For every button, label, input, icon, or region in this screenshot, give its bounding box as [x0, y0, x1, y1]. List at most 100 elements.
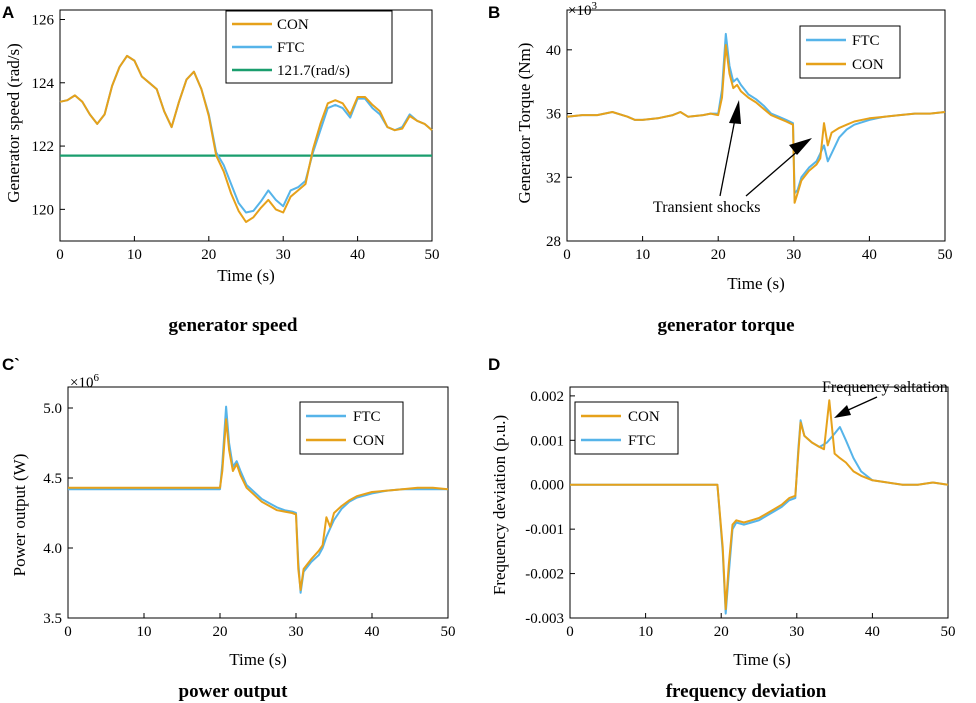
- annotation-transient-shocks: Transient shocks: [653, 199, 760, 216]
- y-tick-label: 124: [32, 76, 55, 92]
- annotation-frequency-saltation: Frequency saltation: [822, 379, 948, 396]
- panel-b-caption: generator torque: [657, 315, 794, 336]
- multiplier-base: ×10: [70, 375, 93, 391]
- panel-b-xlabel: Time (s): [727, 274, 784, 293]
- panel-c-xlabel: Time (s): [229, 650, 286, 669]
- plot-frame: [59, 9, 433, 242]
- y-tick-label: -0.002: [525, 567, 564, 583]
- x-tick-label: 0: [566, 624, 574, 640]
- x-tick-label: 10: [127, 247, 142, 263]
- panel-b-ylabel: Generator Torque (Nm): [515, 43, 534, 204]
- y-tick-label: -0.003: [525, 611, 564, 627]
- y-tick-label: 0.002: [530, 389, 564, 405]
- y-tick-label: 0.001: [530, 433, 564, 449]
- x-tick-label: 30: [789, 624, 804, 640]
- legend-label-ftc: FTC: [852, 33, 880, 49]
- x-tick-label: 40: [865, 624, 880, 640]
- x-tick-label: 50: [941, 624, 956, 640]
- panel-a-legend: CON FTC 121.7(rad/s): [225, 10, 393, 84]
- legend-label-reference: 121.7(rad/s): [277, 63, 350, 79]
- x-tick-label: 50: [441, 624, 456, 640]
- panel-b: B ×103 generator torque Time (s) Generat…: [488, 0, 953, 336]
- panel-b-legend: FTC CON: [799, 25, 901, 79]
- panel-d-caption: frequency deviation: [666, 681, 827, 702]
- panel-c: C` ×106 power output Time (s) Power outp…: [2, 355, 456, 702]
- x-tick-label: 0: [64, 624, 72, 640]
- y-tick-label: 32: [546, 170, 561, 186]
- annotation-arrow-2: [745, 149, 800, 197]
- legend-box: [299, 401, 404, 455]
- annotation-arrowhead: [834, 405, 851, 418]
- y-tick-label: -0.001: [525, 522, 564, 538]
- series-line-con: [570, 399, 949, 611]
- panel-c-caption: power output: [179, 681, 289, 702]
- x-tick-label: 10: [137, 624, 152, 640]
- panel-c-legend: FTC CON: [299, 401, 404, 455]
- panel-b-annotation: Transient shocks: [653, 100, 812, 216]
- legend-box: [799, 25, 901, 79]
- legend-label-ftc: FTC: [628, 433, 656, 449]
- panel-c-ylabel: Power output (W): [10, 454, 29, 577]
- panel-d-ylabel: Frequency deviation (p.u.): [490, 415, 509, 595]
- y-tick-label: 5.0: [43, 401, 62, 417]
- panel-a-xlabel: Time (s): [217, 266, 274, 285]
- legend-label-con: CON: [852, 57, 884, 73]
- panel-d-letter: D: [488, 355, 500, 374]
- panel-d-annotation: Frequency saltation: [822, 379, 948, 418]
- x-tick-label: 10: [635, 247, 650, 263]
- panel-c-multiplier: ×106: [70, 372, 99, 391]
- series-line-con: [566, 44, 946, 204]
- annotation-arrowhead-1: [729, 100, 741, 124]
- plot-frame: [566, 9, 946, 242]
- panel-b-multiplier: ×103: [568, 0, 597, 19]
- y-tick-label: 0.000: [530, 478, 564, 494]
- x-tick-label: 50: [425, 247, 440, 263]
- x-tick-label: 20: [711, 247, 726, 263]
- y-tick-label: 120: [32, 202, 55, 218]
- multiplier-base: ×10: [568, 3, 591, 19]
- x-tick-label: 20: [201, 247, 216, 263]
- panel-a: A generator speed Time (s) Generator spe…: [2, 3, 440, 336]
- panel-a-letter: A: [2, 3, 14, 22]
- y-tick-label: 40: [546, 43, 561, 59]
- x-tick-label: 40: [365, 624, 380, 640]
- x-tick-label: 30: [276, 247, 291, 263]
- legend-label-con: CON: [277, 17, 309, 33]
- plot-frame: [569, 386, 949, 619]
- panel-a-caption: generator speed: [169, 315, 298, 336]
- y-tick-label: 4.0: [43, 541, 62, 557]
- legend-label-con: CON: [353, 433, 385, 449]
- x-tick-label: 0: [56, 247, 64, 263]
- series-line-ftc: [68, 405, 448, 594]
- legend-label-ftc: FTC: [277, 40, 305, 56]
- multiplier-exponent: 3: [591, 0, 597, 12]
- y-tick-label: 36: [546, 107, 562, 123]
- series-line-con: [59, 54, 433, 223]
- legend-label-ftc: FTC: [353, 409, 381, 425]
- multiplier-exponent: 6: [93, 372, 99, 384]
- y-tick-label: 126: [32, 12, 55, 28]
- x-tick-label: 30: [786, 247, 801, 263]
- y-tick-label: 28: [546, 234, 561, 250]
- panel-c-letter: C`: [2, 355, 20, 374]
- panel-a-ylabel: Generator speed (rad/s): [4, 43, 23, 203]
- plot-frame: [67, 386, 449, 619]
- panel-b-letter: B: [488, 3, 500, 22]
- x-tick-label: 20: [714, 624, 729, 640]
- x-tick-label: 10: [638, 624, 653, 640]
- x-tick-label: 50: [938, 247, 953, 263]
- y-tick-label: 122: [32, 139, 55, 155]
- annotation-arrow-1: [719, 113, 737, 197]
- annotation-arrow: [845, 396, 878, 412]
- panel-d-xlabel: Time (s): [733, 650, 790, 669]
- annotation-arrowhead-2: [789, 138, 812, 155]
- x-tick-label: 40: [350, 247, 365, 263]
- series-line-con: [68, 418, 449, 591]
- legend-label-con: CON: [628, 409, 660, 425]
- panel-d: D frequency deviation Time (s) Frequency…: [488, 355, 956, 702]
- x-tick-label: 30: [289, 624, 304, 640]
- panel-d-legend: CON FTC: [574, 401, 679, 455]
- y-tick-label: 4.5: [43, 471, 62, 487]
- y-tick-label: 3.5: [43, 611, 62, 627]
